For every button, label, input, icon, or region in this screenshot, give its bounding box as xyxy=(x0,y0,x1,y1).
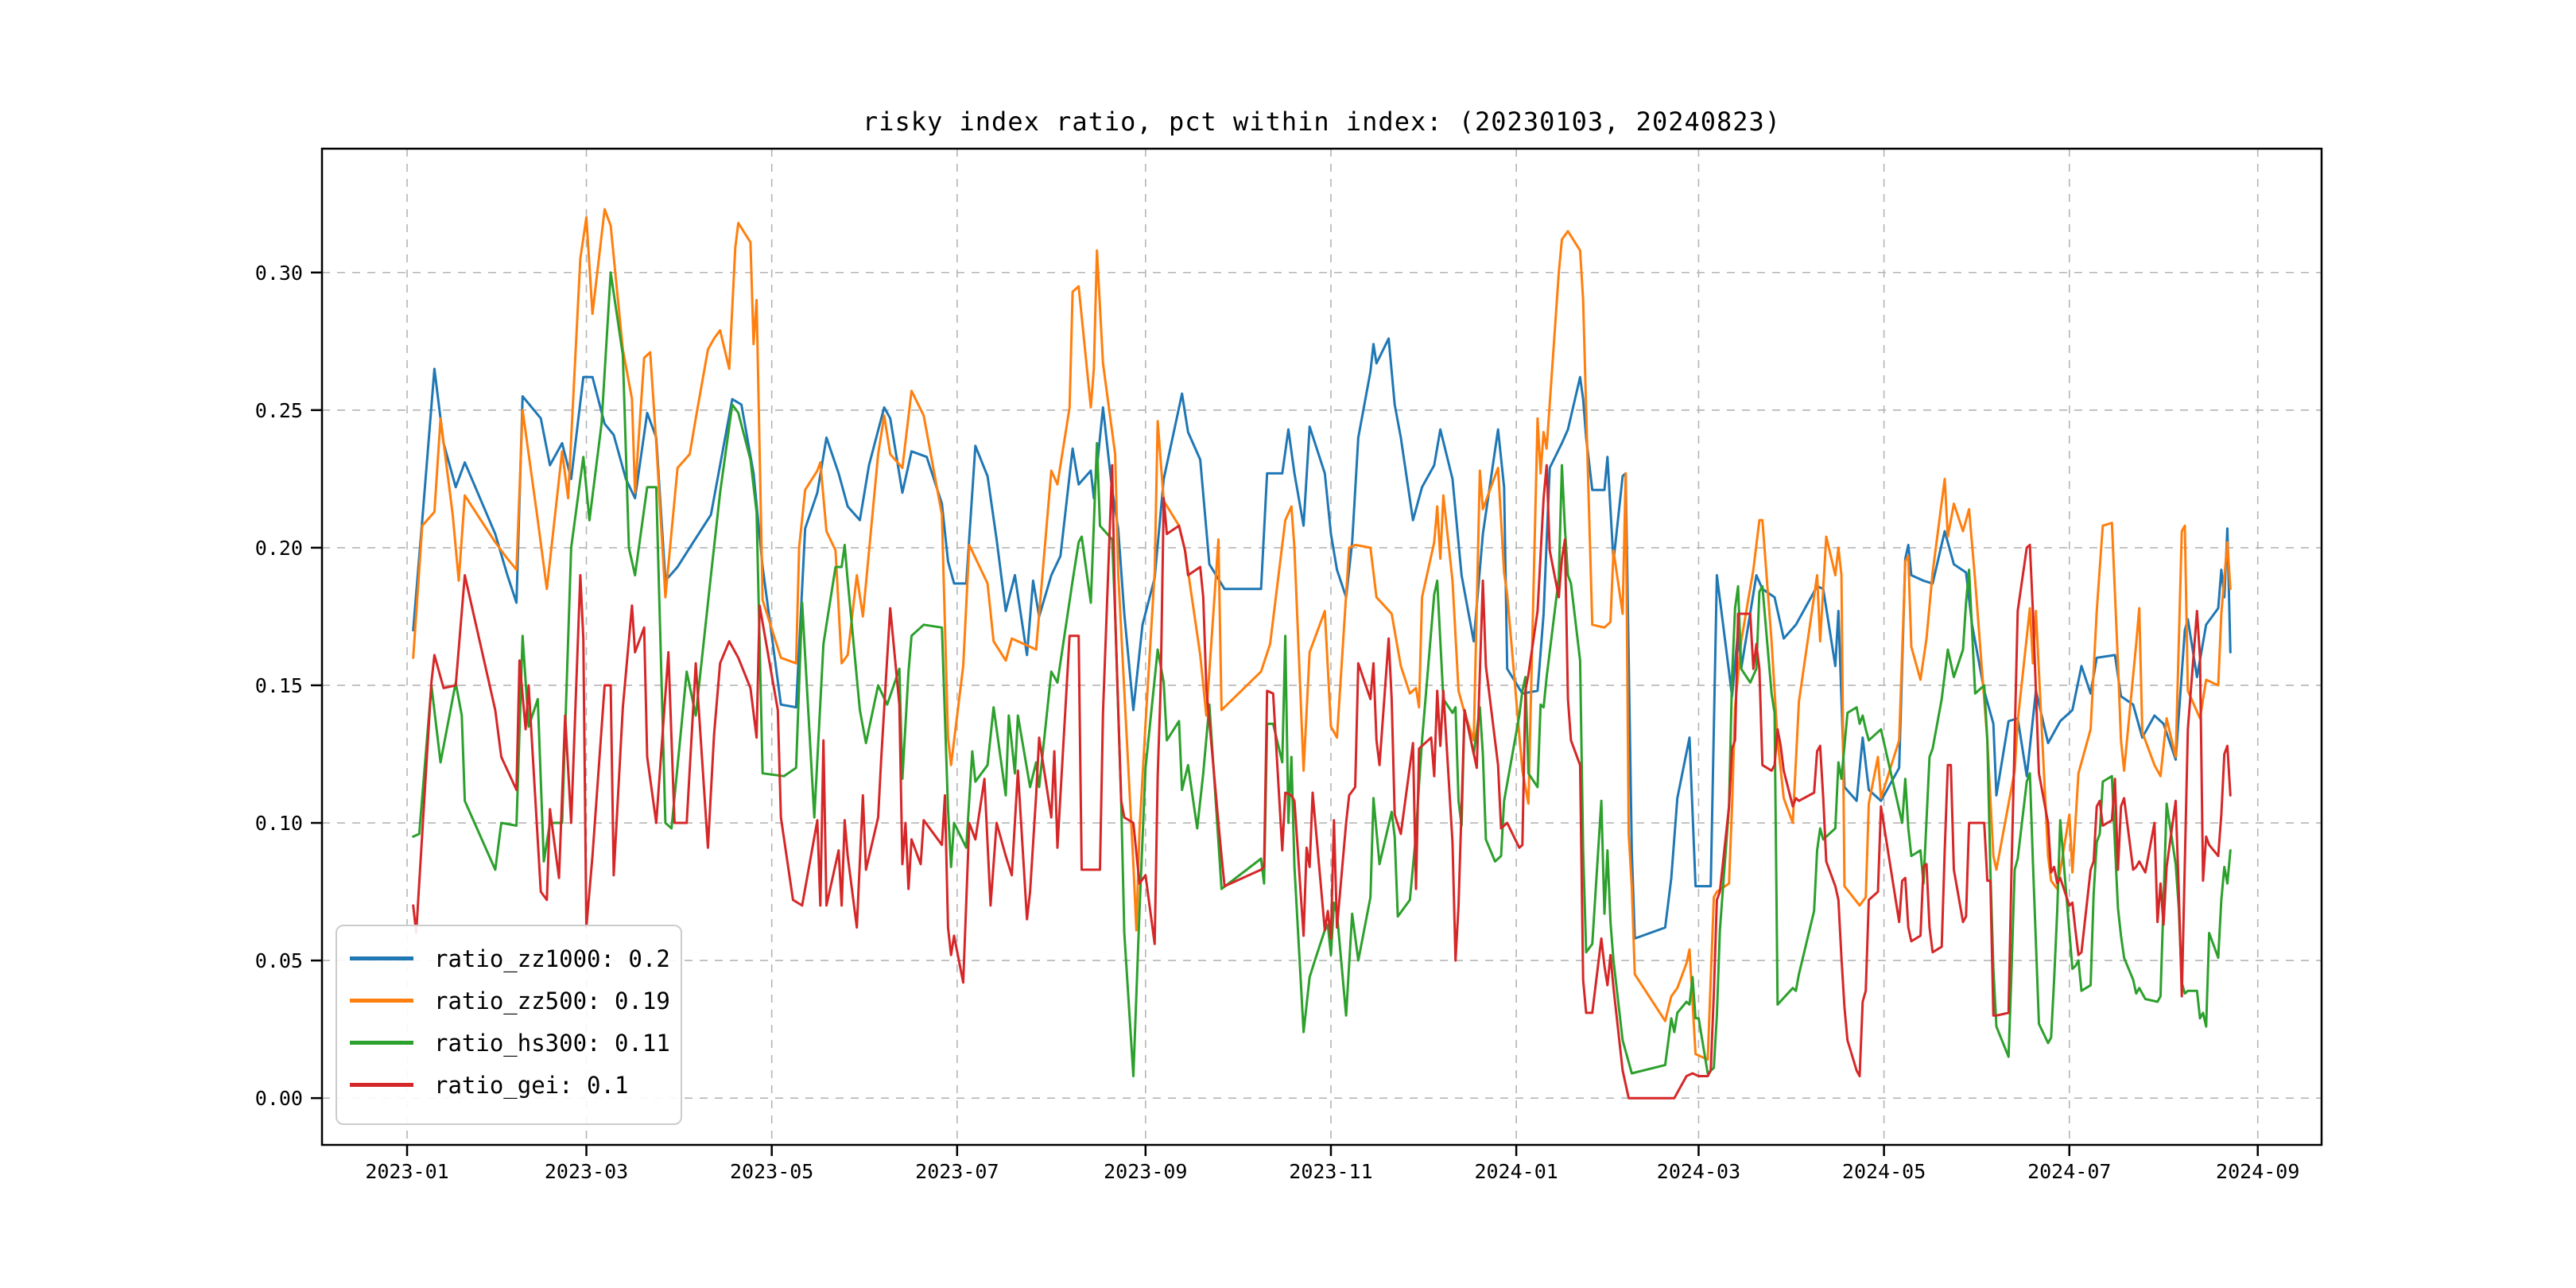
legend-swatch-ratio-zz1000 xyxy=(350,956,413,960)
series-line-ratio_hs300 xyxy=(412,271,2232,1077)
x-tick-label: 2024-07 xyxy=(2027,1160,2111,1183)
legend: ratio_zz1000: 0.2 ratio_zz500: 0.19 rati… xyxy=(336,925,682,1125)
y-tick-label: 0.05 xyxy=(255,949,303,972)
x-tick-label: 2023-11 xyxy=(1289,1160,1372,1183)
series-line-ratio_zz500 xyxy=(412,208,2232,1061)
y-tick-label: 0.20 xyxy=(255,537,303,560)
x-tick-label: 2024-09 xyxy=(2216,1160,2299,1183)
x-tick-label: 2024-01 xyxy=(1474,1160,1558,1183)
x-tick-label: 2023-09 xyxy=(1104,1160,1187,1183)
x-tick-label: 2023-07 xyxy=(915,1160,999,1183)
x-tick-label: 2023-01 xyxy=(365,1160,448,1183)
x-tick-label: 2024-03 xyxy=(1657,1160,1740,1183)
y-tick-label: 0.15 xyxy=(255,674,303,697)
plot-frame xyxy=(320,147,2323,1146)
x-tick-label: 2024-05 xyxy=(1842,1160,1926,1183)
x-tick-label: 2023-03 xyxy=(545,1160,628,1183)
legend-item-ratio-zz1000: ratio_zz1000: 0.2 xyxy=(350,937,681,980)
legend-item-ratio-hs300: ratio_hs300: 0.11 xyxy=(350,1022,681,1064)
legend-item-ratio-zz500: ratio_zz500: 0.19 xyxy=(350,980,681,1022)
y-tick-label: 0.10 xyxy=(255,812,303,835)
x-tick-label: 2023-05 xyxy=(730,1160,813,1183)
legend-swatch-ratio-gei xyxy=(350,1083,413,1087)
series-line-ratio_gei xyxy=(412,464,2232,1100)
legend-swatch-ratio-hs300 xyxy=(350,1041,413,1045)
legend-label-ratio-zz500: ratio_zz500: 0.19 xyxy=(434,987,670,1014)
legend-label-ratio-hs300: ratio_hs300: 0.11 xyxy=(434,1029,670,1057)
y-tick-label: 0.00 xyxy=(255,1087,303,1110)
legend-label-ratio-gei: ratio_gei: 0.1 xyxy=(434,1071,629,1099)
series-line-ratio_zz1000 xyxy=(412,337,2232,940)
y-tick-label: 0.25 xyxy=(255,399,303,422)
y-tick-label: 0.30 xyxy=(255,262,303,285)
legend-swatch-ratio-zz500 xyxy=(350,999,413,1003)
chart-title: risky index ratio, pct within index: (20… xyxy=(862,107,1782,137)
legend-label-ratio-zz1000: ratio_zz1000: 0.2 xyxy=(434,945,670,972)
legend-item-ratio-gei: ratio_gei: 0.1 xyxy=(350,1064,681,1106)
